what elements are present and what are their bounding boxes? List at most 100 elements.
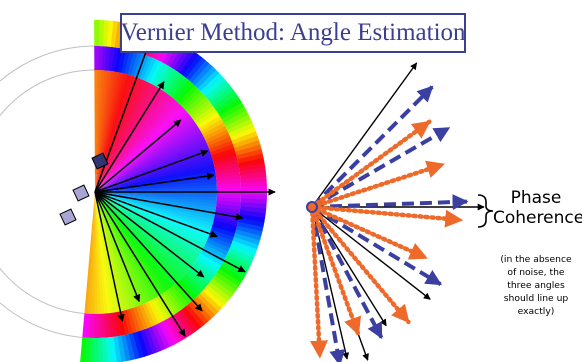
fan-ray-arrow bbox=[94, 191, 125, 322]
fan-sector bbox=[238, 213, 266, 223]
fan-sector bbox=[236, 148, 263, 160]
phase-coherence-brace bbox=[477, 194, 494, 228]
fan-sector bbox=[95, 192, 207, 245]
fan-sector bbox=[215, 206, 240, 214]
fan-sector bbox=[214, 271, 240, 291]
fan-sector bbox=[109, 336, 118, 362]
fan-ray-arrow bbox=[94, 191, 186, 337]
fan-sector bbox=[104, 313, 111, 338]
fan-sector bbox=[158, 321, 175, 347]
fan-sector bbox=[175, 48, 195, 74]
fan-sector bbox=[126, 308, 138, 333]
fan-sector bbox=[123, 50, 134, 75]
fan-sector bbox=[184, 271, 206, 291]
fan-sector bbox=[178, 84, 198, 106]
fan-sector bbox=[188, 301, 210, 325]
fan-sector bbox=[170, 285, 189, 307]
fan-sector bbox=[95, 82, 152, 192]
fan-sector bbox=[145, 59, 160, 83]
note-line: (in the absence bbox=[500, 254, 572, 265]
fan-sector bbox=[95, 192, 208, 242]
fan-sector bbox=[226, 117, 253, 134]
fan-sector bbox=[219, 264, 245, 283]
fan-sector bbox=[98, 20, 105, 47]
fan-sector bbox=[105, 337, 114, 362]
fan-sector bbox=[136, 305, 149, 330]
fan-sector bbox=[215, 166, 240, 175]
fan-sector bbox=[95, 139, 207, 192]
angle-arrows bbox=[306, 62, 485, 362]
fan-sector bbox=[202, 287, 226, 309]
fan-sector bbox=[136, 54, 149, 79]
fan-sector bbox=[237, 220, 264, 232]
fan-sector bbox=[212, 154, 238, 165]
ring-divider bbox=[0, 69, 96, 315]
fan-sector bbox=[162, 319, 179, 345]
fan-sector bbox=[95, 130, 203, 192]
fan-sector bbox=[136, 330, 150, 357]
fan-sector bbox=[84, 192, 95, 314]
estimate-arrow-blue bbox=[310, 85, 434, 209]
true-angle-arrow bbox=[311, 206, 431, 300]
fan-sector bbox=[233, 139, 261, 152]
fan-sector bbox=[95, 125, 200, 192]
fan-sector bbox=[187, 96, 209, 116]
fan-sector bbox=[123, 309, 134, 334]
fan-sector bbox=[110, 312, 119, 337]
fan-sector bbox=[237, 152, 264, 164]
fan-sector bbox=[95, 192, 174, 288]
fan-sector bbox=[239, 170, 267, 179]
fan-sector bbox=[95, 100, 179, 192]
fan-sector bbox=[95, 107, 186, 192]
fan-sector bbox=[239, 209, 266, 218]
fan-sector bbox=[188, 59, 210, 83]
fan-sector bbox=[86, 313, 92, 338]
fan-sector bbox=[224, 113, 251, 130]
fan-sector bbox=[147, 326, 163, 353]
fan-sector bbox=[206, 238, 231, 252]
fan-sector bbox=[205, 129, 229, 143]
fan-sector bbox=[107, 46, 115, 72]
fan-sector bbox=[178, 308, 199, 333]
fan-sector bbox=[95, 192, 196, 265]
fan-sector bbox=[84, 337, 91, 362]
fan-sector bbox=[95, 192, 188, 275]
fan-sector bbox=[235, 228, 262, 241]
fan-sector bbox=[210, 278, 234, 298]
fan-sector bbox=[95, 192, 184, 280]
fan-sector bbox=[95, 85, 158, 192]
fan-sector bbox=[214, 162, 239, 172]
fan-sector bbox=[113, 47, 123, 73]
fan-sector bbox=[162, 70, 180, 93]
square-light bbox=[72, 184, 90, 202]
fan-sector bbox=[94, 313, 99, 339]
fan-ray-arrow bbox=[94, 119, 182, 193]
noise-note: (in the absence of noise, the three angl… bbox=[490, 253, 582, 318]
fan-sector bbox=[95, 192, 213, 230]
fan-sector bbox=[237, 157, 265, 168]
fan-sector bbox=[113, 336, 123, 362]
fan-sector bbox=[132, 331, 145, 359]
fan-sector bbox=[95, 192, 214, 224]
fan-sector bbox=[95, 192, 217, 208]
fan-sector bbox=[240, 197, 267, 205]
fan-sector bbox=[212, 219, 238, 230]
estimate-arrow-orange bbox=[309, 204, 464, 228]
fan-sector bbox=[191, 62, 213, 86]
fan-sector bbox=[95, 104, 184, 192]
fan-sector bbox=[182, 274, 204, 294]
fan-sector bbox=[140, 329, 154, 356]
fan-sector bbox=[205, 79, 229, 100]
fan-sector bbox=[207, 136, 232, 150]
fan-sector bbox=[95, 192, 200, 260]
fan-sector bbox=[95, 192, 201, 257]
fan-sector bbox=[107, 312, 115, 338]
fan-sector bbox=[95, 192, 214, 227]
estimate-arrow-blue bbox=[311, 194, 469, 211]
fan-sector bbox=[95, 192, 190, 273]
fan-sector bbox=[211, 225, 236, 237]
fan-sector bbox=[95, 122, 198, 192]
fan-sector bbox=[203, 125, 228, 140]
fan-sector bbox=[126, 51, 138, 76]
